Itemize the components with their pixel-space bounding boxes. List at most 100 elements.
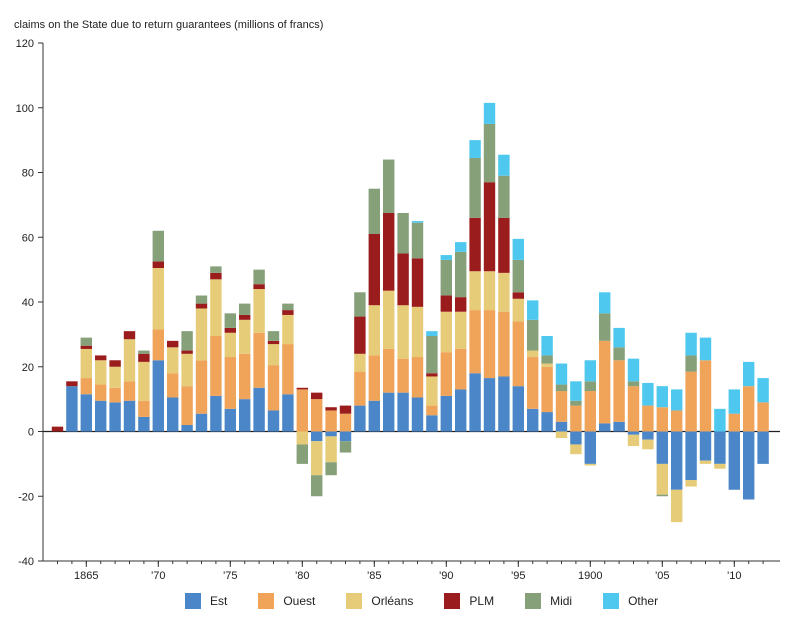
bar-plm-1879: [282, 310, 294, 315]
bar-orlans-1887: [397, 305, 409, 359]
bar-est-1876: [239, 399, 251, 432]
bar-orlans-1881: [311, 441, 323, 476]
bar-midi-1882: [325, 462, 337, 476]
bar-orlans-1873: [195, 308, 208, 361]
bar-midi-1877: [253, 269, 265, 285]
bar-plm-1878: [267, 340, 280, 345]
bar-plm-1867: [109, 360, 121, 367]
bar-orlans-1872: [181, 353, 193, 387]
bar-other-1904: [642, 382, 654, 406]
bar-ouest-1888: [411, 357, 424, 398]
bar-est-1865: [80, 394, 92, 432]
bar-est-1882: [325, 431, 337, 437]
y-tick-label: 100: [16, 103, 34, 115]
bar-plm-1877: [253, 284, 265, 290]
bar-other-1894: [498, 154, 510, 176]
bar-est-1869: [138, 416, 150, 432]
bar-orlans-1865: [80, 348, 92, 379]
x-tick-label: '90: [439, 570, 453, 582]
bar-orlans-1866: [95, 360, 107, 385]
y-tick-label: 0: [28, 427, 34, 439]
bar-plm-1887: [397, 253, 409, 306]
bar-other-1895: [512, 238, 524, 260]
legend-label: Midi: [550, 594, 573, 608]
bar-plm-1895: [512, 292, 524, 299]
bar-orlans-1905: [656, 463, 668, 495]
bar-est-1910: [728, 431, 740, 490]
bar-ouest-1873: [195, 360, 208, 414]
bar-midi-1879: [282, 303, 294, 311]
bar-midi-1884: [354, 292, 366, 317]
bar-est-1909: [714, 431, 726, 464]
bar-ouest-1893: [483, 310, 496, 379]
bar-ouest-1870: [152, 329, 164, 361]
x-tick-label: '05: [655, 570, 669, 582]
bar-orlans-1906: [671, 489, 683, 523]
bar-est-1905: [656, 431, 668, 464]
bar-est-1874: [210, 395, 222, 432]
bar-ouest-1897: [541, 366, 553, 413]
bar-orlans-1886: [383, 290, 395, 349]
x-tick-label: '10: [727, 570, 741, 582]
bar-midi-1907: [685, 355, 697, 372]
bar-est-1895: [512, 386, 524, 432]
bar-est-1870: [152, 360, 164, 432]
legend-swatch: [185, 593, 201, 609]
bar-orlans-1907: [685, 480, 697, 487]
bar-plm-1891: [455, 297, 467, 312]
bar-plm-1892: [469, 217, 481, 272]
bar-midi-1881: [311, 475, 323, 497]
bar-other-1890: [440, 255, 452, 260]
bar-ouest-1880: [296, 389, 308, 432]
bar-plm-1863: [51, 426, 64, 432]
legend-item-midi: Midi: [525, 593, 572, 609]
bar-midi-1905: [656, 494, 668, 497]
bar-plm-1883: [339, 405, 352, 414]
bar-midi-1896: [527, 319, 539, 351]
legend-swatch: [525, 593, 542, 609]
bar-plm-1869: [138, 353, 150, 362]
bar-midi-1865: [80, 337, 92, 346]
bar-plm-1880: [296, 387, 308, 390]
bar-midi-1891: [455, 251, 467, 298]
bar-orlans-1882: [325, 436, 337, 463]
bar-ouest-1896: [527, 357, 539, 409]
bar-ouest-1877: [253, 332, 265, 388]
bar-ouest-1865: [80, 378, 92, 395]
bar-other-1898: [555, 363, 568, 385]
bar-est-1884: [354, 405, 366, 432]
bar-est-1904: [642, 431, 654, 440]
bar-ouest-1910: [728, 413, 740, 432]
bar-plm-1864: [66, 381, 78, 387]
bar-plm-1885: [368, 234, 380, 306]
bar-midi-1885: [368, 188, 380, 235]
bar-midi-1899: [570, 400, 582, 406]
bar-ouest-1866: [95, 384, 107, 401]
bar-plm-1884: [354, 316, 366, 354]
bar-other-1905: [656, 386, 668, 408]
legend-item-plm: PLM: [444, 593, 494, 609]
bar-orlans-1877: [253, 289, 265, 333]
bar-other-1912: [757, 378, 769, 403]
bar-ouest-1872: [181, 386, 193, 426]
bar-ouest-1905: [656, 407, 668, 432]
bar-plm-1870: [152, 261, 164, 268]
bar-ouest-1876: [239, 353, 251, 400]
bar-orlans-1880: [296, 431, 308, 445]
bar-ouest-1911: [743, 386, 755, 432]
bar-est-1907: [685, 431, 697, 481]
bar-orlans-1869: [138, 361, 150, 401]
x-tick-label: '80: [295, 570, 309, 582]
y-tick-label: 60: [22, 232, 34, 244]
bar-est-1877: [253, 387, 265, 432]
bar-ouest-1894: [498, 311, 510, 377]
bar-orlans-1876: [239, 319, 251, 354]
bar-midi-1870: [152, 230, 164, 262]
bar-plm-1875: [224, 327, 236, 333]
bar-plm-1889: [426, 373, 438, 377]
bar-ouest-1885: [368, 355, 380, 401]
bar-est-1901: [599, 423, 611, 432]
bar-midi-1876: [239, 303, 251, 315]
bar-ouest-1875: [224, 357, 236, 409]
